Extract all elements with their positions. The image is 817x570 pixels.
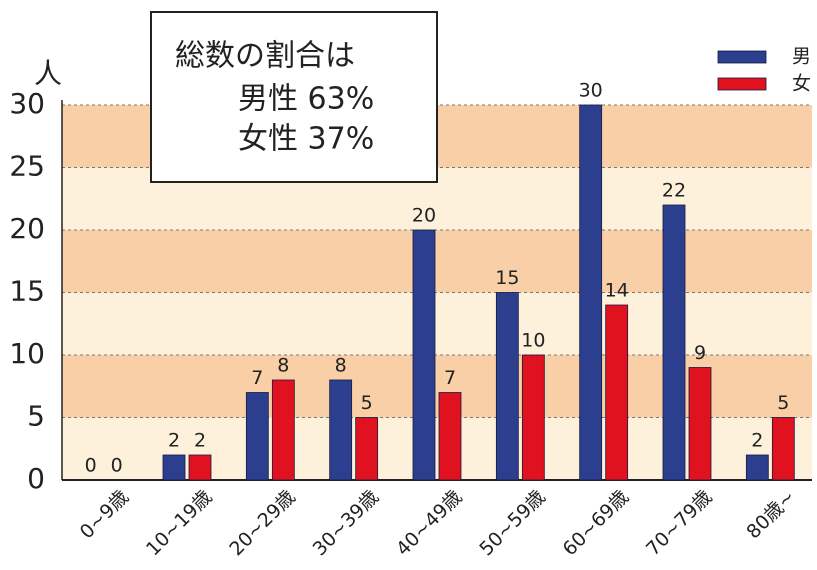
data-label: 14 <box>605 280 629 302</box>
x-tick-label: 80歳~ <box>742 486 799 543</box>
bar <box>521 354 545 481</box>
bar <box>662 204 686 481</box>
legend-label: 女 <box>792 73 811 95</box>
background-band <box>62 417 812 480</box>
x-tick-label: 40~49歳 <box>392 486 466 560</box>
bar <box>355 417 379 481</box>
bar <box>188 454 212 481</box>
bar <box>271 379 295 481</box>
y-tick-label: 25 <box>9 150 45 183</box>
y-tick-label: 30 <box>9 87 45 120</box>
bar <box>245 392 269 481</box>
annotation-box <box>150 11 438 183</box>
data-label: 2 <box>168 430 180 452</box>
annotation-text: 総数の割合は <box>175 39 355 74</box>
background-band <box>62 230 812 293</box>
data-label: 7 <box>251 367 263 389</box>
x-tick-label: 20~29歳 <box>225 486 299 560</box>
data-label: 8 <box>335 355 347 377</box>
bar <box>412 229 436 481</box>
background-band <box>62 292 812 355</box>
bar <box>771 417 795 481</box>
data-label: 22 <box>662 180 686 202</box>
data-label: 15 <box>495 267 519 289</box>
bar <box>579 104 603 481</box>
legend-swatch <box>717 50 767 64</box>
bar <box>162 454 186 481</box>
data-label: 5 <box>361 392 373 414</box>
x-tick-label: 0~9歳 <box>76 486 133 543</box>
bar <box>438 392 462 481</box>
data-label: 20 <box>412 205 436 227</box>
x-tick-label: 70~79歳 <box>642 486 716 560</box>
y-tick-label: 15 <box>9 275 45 308</box>
x-tick-label: 30~39歳 <box>309 486 383 560</box>
x-tick-label: 50~59歳 <box>475 486 549 560</box>
bar <box>495 292 519 481</box>
background-band <box>62 355 812 418</box>
data-label: 10 <box>521 330 545 352</box>
annotation-text: 女性 37% <box>238 122 374 157</box>
y-tick-label: 20 <box>9 212 45 245</box>
data-label: 7 <box>444 367 456 389</box>
bar <box>688 367 712 481</box>
bar <box>605 304 629 481</box>
annotation-text: 男性 63% <box>238 82 374 117</box>
x-tick-label: 10~19歳 <box>142 486 216 560</box>
bar <box>329 379 353 481</box>
legend-swatch <box>717 77 767 91</box>
y-tick-label: 5 <box>27 400 45 433</box>
y-tick-label: 10 <box>9 337 45 370</box>
data-label: 5 <box>777 392 789 414</box>
data-label: 9 <box>694 342 706 364</box>
x-tick-label: 60~69歳 <box>559 486 633 560</box>
legend-label: 男 <box>792 46 811 68</box>
y-axis-label: 人 <box>34 57 62 90</box>
data-label: 2 <box>194 430 206 452</box>
data-label: 0 <box>111 455 123 477</box>
bar <box>745 454 769 481</box>
y-tick-label: 0 <box>27 462 45 495</box>
data-label: 8 <box>277 355 289 377</box>
data-label: 0 <box>85 455 97 477</box>
data-label: 2 <box>751 430 763 452</box>
data-label: 30 <box>579 80 603 102</box>
